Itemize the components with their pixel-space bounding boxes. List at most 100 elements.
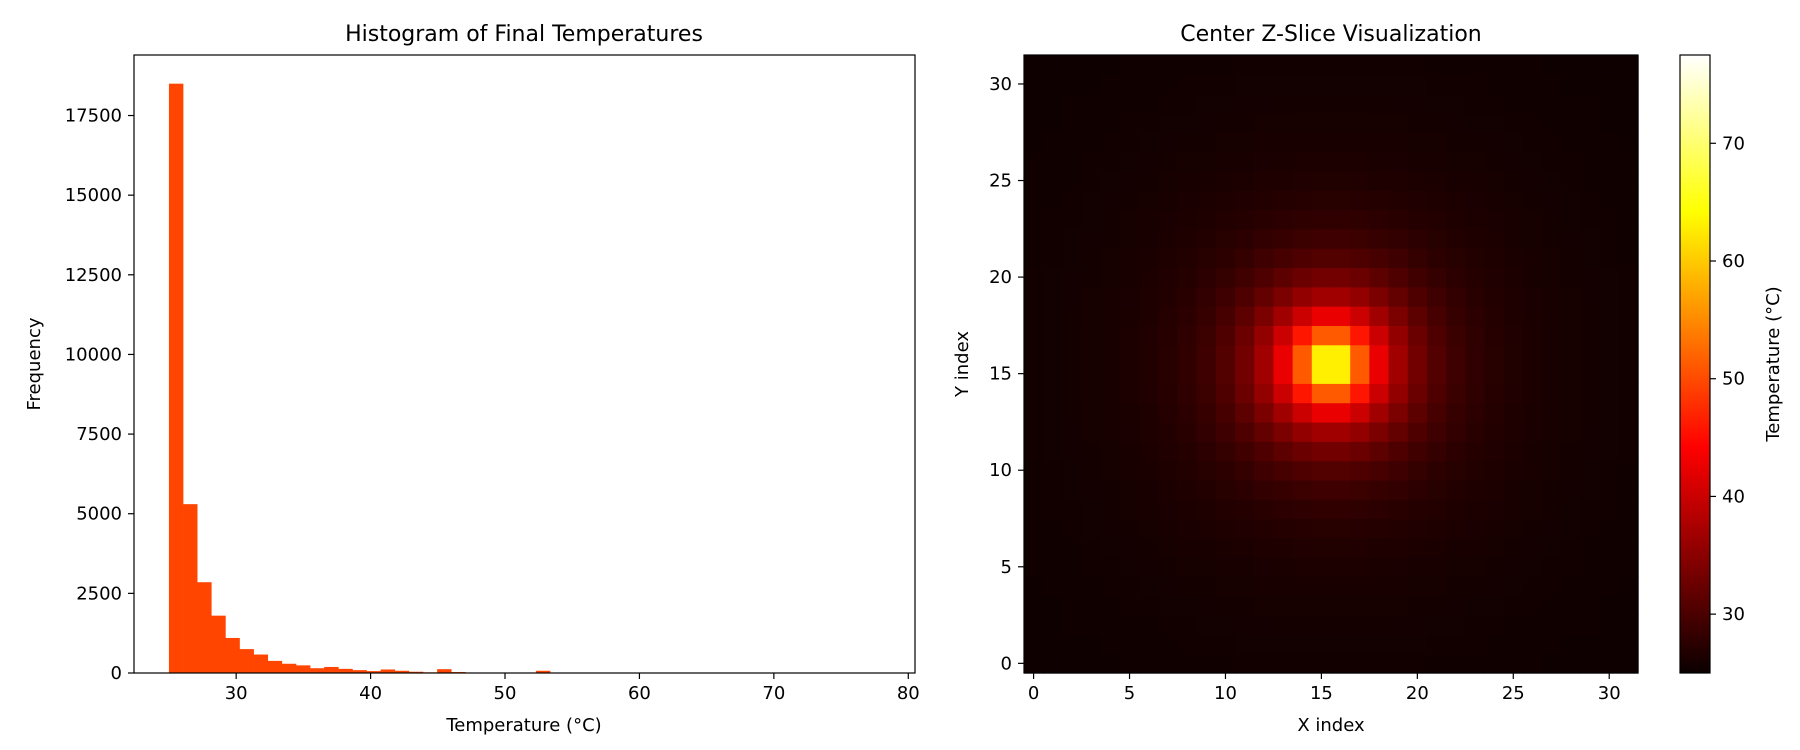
heatmap-cell	[1599, 286, 1620, 307]
heatmap-cell	[1100, 653, 1121, 674]
heatmap-cell	[1081, 286, 1102, 307]
heatmap-cell	[1580, 74, 1601, 95]
heatmap-cell	[1119, 55, 1140, 75]
heatmap-cell	[1024, 634, 1044, 655]
heatmap-cell	[1311, 518, 1332, 539]
heatmap-cell	[1292, 286, 1313, 307]
heatmap-cell	[1215, 344, 1236, 365]
heatmap-cell	[1465, 441, 1486, 462]
heatmap-cell	[1331, 364, 1351, 384]
heatmap-cell	[1311, 576, 1332, 597]
heatmap-cell	[1311, 402, 1332, 423]
heatmap-cell	[1196, 132, 1217, 153]
heatmap-cell	[1446, 228, 1466, 249]
heatmap-cell	[1062, 151, 1083, 172]
heatmap-cell	[1503, 421, 1524, 442]
heatmap-cell	[1542, 441, 1562, 462]
heatmap-cell	[1599, 364, 1620, 384]
heatmap-cell	[1388, 557, 1409, 578]
heatmap-cell	[1139, 634, 1159, 655]
heatmap-cell	[1119, 248, 1140, 269]
heatmap-cell	[1599, 112, 1620, 133]
heatmap-cell	[1081, 402, 1102, 423]
heatmap-cell	[1369, 112, 1390, 133]
heatmap-cell	[1139, 325, 1159, 346]
heatmap-cell	[1311, 93, 1332, 114]
heatmap-cell	[1426, 228, 1447, 249]
heatmap-cell	[1426, 190, 1447, 211]
heatmap-cell	[1561, 460, 1582, 481]
heatmap-cell	[1292, 55, 1313, 75]
heatmap-cell	[1561, 441, 1582, 462]
heatmap-cell	[1215, 557, 1236, 578]
heatmap-cell	[1426, 151, 1447, 172]
heatmap-cell	[1062, 634, 1083, 655]
heatmap-cell	[1196, 518, 1217, 539]
heatmap-cell	[1561, 112, 1582, 133]
histogram-y-axis-label: Frequency	[24, 317, 45, 410]
heatmap-cell	[1139, 132, 1159, 153]
heatmap-cell	[1465, 93, 1486, 114]
heatmap-cell	[1196, 634, 1217, 655]
heatmap-cell	[1503, 364, 1524, 384]
heatmap-cell	[1062, 595, 1083, 616]
heatmap-cell	[1196, 479, 1217, 500]
heatmap-cell	[1081, 151, 1102, 172]
heatmap-cell	[1388, 383, 1409, 404]
heatmap-cell	[1043, 499, 1063, 520]
heatmap-cell	[1446, 383, 1466, 404]
heatmap-cell	[1043, 595, 1063, 616]
heatmap-cell	[1503, 55, 1524, 75]
heatmap-cell	[1599, 209, 1620, 230]
heatmap-cell	[1369, 557, 1390, 578]
heatmap-cell	[1446, 74, 1466, 95]
heatmap-cell	[1522, 441, 1543, 462]
heatmap-cell	[1100, 634, 1121, 655]
heatmap-cell	[1158, 383, 1179, 404]
heatmap-cell	[1599, 248, 1620, 269]
heatmap-y-tick-label: 30	[989, 74, 1012, 95]
heatmap-cell	[1561, 595, 1582, 616]
heatmap-cell	[1446, 421, 1466, 442]
heatmap-cell	[1350, 93, 1370, 114]
heatmap-cell	[1215, 383, 1236, 404]
heatmap-cell	[1484, 112, 1505, 133]
heatmap-cell	[1024, 209, 1044, 230]
heatmap-cell	[1331, 55, 1351, 75]
heatmap-cell	[1331, 634, 1351, 655]
heatmap-cell	[1062, 170, 1083, 191]
heatmap-cell	[1522, 209, 1543, 230]
heatmap-cell	[1369, 170, 1390, 191]
heatmap-cell	[1618, 151, 1639, 172]
heatmap-cell	[1350, 441, 1370, 462]
heatmap-cell	[1119, 383, 1140, 404]
heatmap-cell	[1465, 653, 1486, 674]
heatmap-cell	[1580, 151, 1601, 172]
histogram-bar	[168, 83, 184, 673]
heatmap-cell	[1599, 595, 1620, 616]
heatmap-cell	[1139, 151, 1159, 172]
heatmap-cell	[1292, 479, 1313, 500]
heatmap-cell	[1158, 499, 1179, 520]
heatmap-cell	[1292, 595, 1313, 616]
heatmap-cell	[1446, 112, 1466, 133]
heatmap-cell	[1292, 267, 1313, 288]
heatmap-cell	[1043, 479, 1063, 500]
heatmap-cell	[1158, 479, 1179, 500]
heatmap-cell	[1119, 74, 1140, 95]
heatmap-cell	[1465, 595, 1486, 616]
heatmap-cell	[1081, 325, 1102, 346]
heatmap-cell	[1503, 402, 1524, 423]
heatmap-y-tick-label: 10	[989, 460, 1012, 481]
heatmap-cell	[1139, 248, 1159, 269]
heatmap-cell	[1369, 209, 1390, 230]
histogram-bar	[380, 669, 396, 673]
heatmap-cell	[1599, 537, 1620, 558]
heatmap-cell	[1062, 460, 1083, 481]
heatmap-cell	[1369, 364, 1390, 384]
histogram-bar	[225, 637, 240, 673]
heatmap-cell	[1139, 557, 1159, 578]
heatmap-cell	[1426, 595, 1447, 616]
heatmap-cell	[1273, 383, 1294, 404]
heatmap-cell	[1465, 460, 1486, 481]
